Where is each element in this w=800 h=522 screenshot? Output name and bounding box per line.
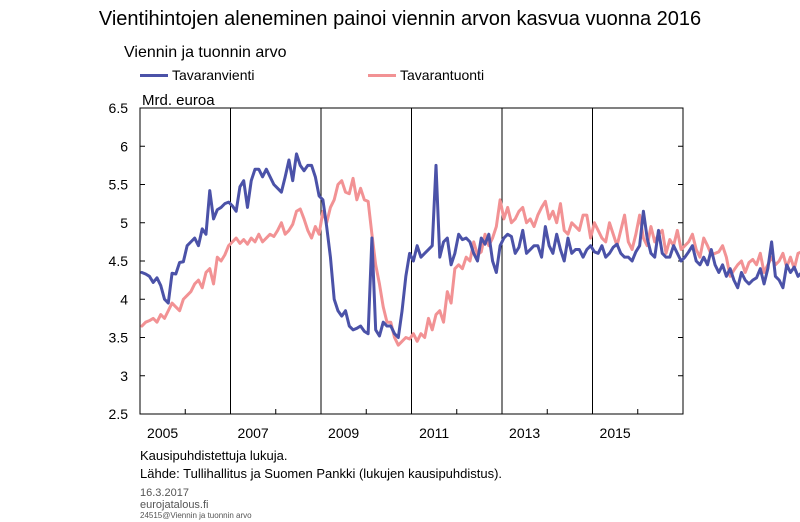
chart-title: Vientihintojen aleneminen painoi viennin… [98, 8, 702, 30]
legend-label-export: Tavaranvienti [172, 67, 255, 83]
legend-swatch-import [368, 73, 396, 77]
legend-swatch-export [140, 73, 168, 77]
series-line-export [140, 152, 800, 339]
site-name: eurojatalous.fi [140, 499, 209, 511]
x-tick-label: 2011 [419, 425, 449, 441]
x-tick-label: 2009 [328, 425, 359, 441]
y-tick-label: 4 [120, 291, 128, 307]
y-tick-label: 5.5 [109, 177, 129, 193]
x-tick-label: 2015 [600, 425, 631, 441]
publication-date: 16.3.2017 [140, 487, 189, 499]
chart-axes: 2.5 3 3.5 4 4.5 5 5.5 6 6.5 2005 2007 2009 2011 2013 2… [109, 100, 684, 441]
chart-subtitle: Viennin ja tuonnin arvo [124, 44, 287, 61]
x-tick-label: 2007 [238, 425, 269, 441]
legend-item-export: Tavaranvienti [140, 66, 255, 84]
y-tick-label: 4.5 [109, 253, 129, 269]
legend-item-import: Tavarantuonti [368, 66, 484, 84]
x-tick-label: 2005 [147, 425, 178, 441]
y-axis-unit: Mrd. euroa [142, 92, 215, 109]
y-tick-label: 6 [120, 138, 128, 154]
footnote-source: Lähde: Tullihallitus ja Suomen Pankki (l… [140, 466, 503, 481]
legend-label-import: Tavarantuonti [400, 67, 485, 83]
y-tick-label: 6.5 [109, 100, 129, 116]
y-tick-label: 3 [120, 368, 128, 384]
y-tick-label: 5 [120, 215, 128, 231]
x-tick-label: 2013 [509, 425, 540, 441]
chart-series [140, 152, 800, 347]
chart-reference: 24515@Viennin ja tuonnin arvo [140, 511, 252, 520]
y-tick-label: 3.5 [109, 330, 129, 346]
footnote-seasonal: Kausipuhdistettuja lukuja. [140, 448, 288, 463]
y-tick-label: 2.5 [109, 406, 129, 422]
